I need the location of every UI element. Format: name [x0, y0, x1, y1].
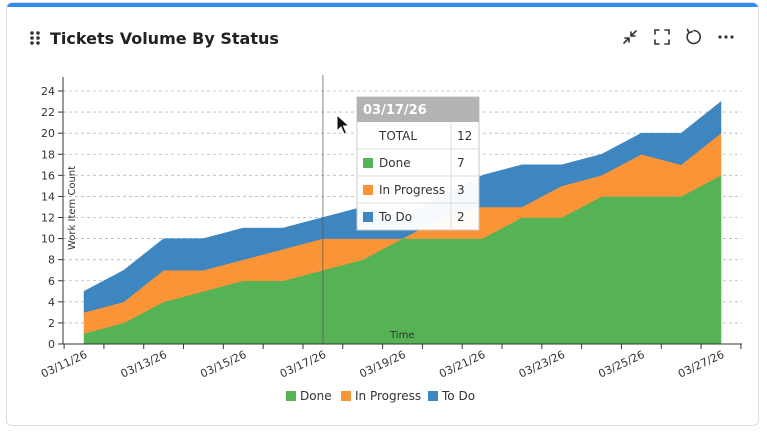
y-tick-label: 22 — [41, 106, 55, 119]
y-tick-label: 24 — [41, 85, 55, 98]
tooltip-row-label: In Progress — [379, 183, 445, 197]
y-tick-label: 4 — [48, 296, 55, 309]
y-tick-label: 0 — [48, 338, 55, 351]
legend-item-in-progress[interactable]: In Progress — [355, 389, 421, 403]
y-tick-label: 12 — [41, 212, 55, 225]
y-axis-title: Work Item Count — [67, 166, 78, 250]
y-tick-label: 16 — [41, 169, 55, 182]
y-tick-label: 2 — [48, 317, 55, 330]
y-tick-label: 14 — [41, 190, 55, 203]
y-tick-label: 6 — [48, 275, 55, 288]
tooltip-header — [357, 97, 479, 122]
tooltip-row-label: Done — [379, 156, 411, 170]
x-tick-label: 03/27/26 — [676, 348, 726, 381]
tooltip-row-value: 3 — [457, 183, 465, 197]
drag-handle-icon[interactable] — [29, 30, 41, 46]
x-tick-label: 03/25/26 — [596, 348, 646, 381]
refresh-icon[interactable] — [684, 27, 704, 47]
y-tick-label: 18 — [41, 148, 55, 161]
tooltip-swatch — [363, 158, 373, 168]
collapse-icon[interactable] — [620, 27, 640, 47]
tooltip-row-value: 2 — [457, 210, 465, 224]
x-tick-label: 03/21/26 — [437, 348, 487, 381]
tooltip: 03/17/26 TOTAL 12 Done 7 In Progress 3 To Do 2 — [356, 96, 480, 231]
legend-item-to-do[interactable]: To Do — [441, 389, 475, 403]
series-area-to-do[interactable] — [83, 101, 722, 313]
legend-item-done[interactable]: Done — [300, 389, 332, 403]
x-tick-label: 03/19/26 — [357, 348, 407, 381]
widget-header: Tickets Volume By Status — [7, 7, 758, 63]
legend[interactable]: Done In Progress To Do — [286, 389, 475, 403]
more-icon[interactable] — [716, 27, 736, 47]
fullscreen-icon[interactable] — [652, 27, 672, 47]
tooltip-swatch — [363, 185, 373, 195]
legend-swatch[interactable] — [286, 391, 296, 401]
legend-swatch[interactable] — [428, 391, 438, 401]
y-tick-label: 8 — [48, 254, 55, 267]
tooltip-row-label: TOTAL — [378, 129, 417, 143]
legend-swatch[interactable] — [341, 391, 351, 401]
x-tick-label: 03/15/26 — [198, 348, 248, 381]
tooltip-row-value: 7 — [457, 156, 465, 170]
card-accent-bar — [7, 3, 758, 7]
x-tick-label: 03/23/26 — [517, 348, 567, 381]
widget-title: Tickets Volume By Status — [50, 29, 279, 48]
tooltip-date: 03/17/26 — [363, 103, 427, 118]
x-tick-label: 03/11/26 — [39, 348, 89, 381]
x-axis-title: Time — [389, 330, 414, 341]
x-tick-label: 03/13/26 — [119, 348, 169, 381]
y-tick-label: 20 — [41, 127, 55, 140]
x-tick-label: 03/17/26 — [278, 348, 328, 381]
y-tick-label: 10 — [41, 233, 55, 246]
tooltip-row-value: 12 — [457, 129, 472, 143]
tooltip-row-label: To Do — [378, 210, 412, 224]
tooltip-swatch — [363, 212, 373, 222]
mouse-cursor-icon — [336, 113, 351, 135]
